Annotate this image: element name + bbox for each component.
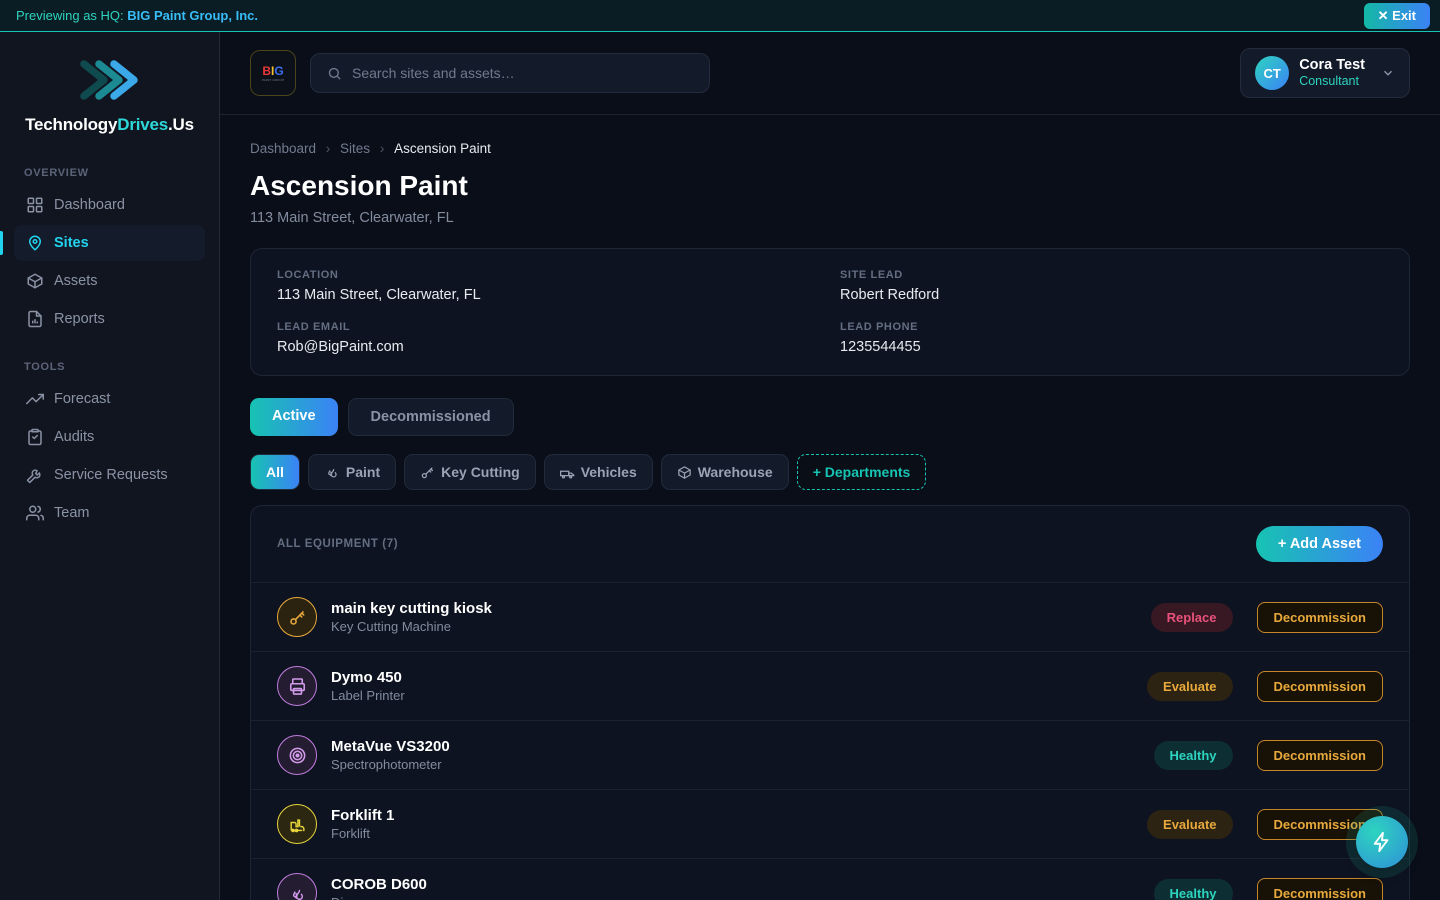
svg-text:PAINT GROUP: PAINT GROUP — [262, 78, 284, 82]
svg-text:BIG: BIG — [262, 64, 283, 78]
